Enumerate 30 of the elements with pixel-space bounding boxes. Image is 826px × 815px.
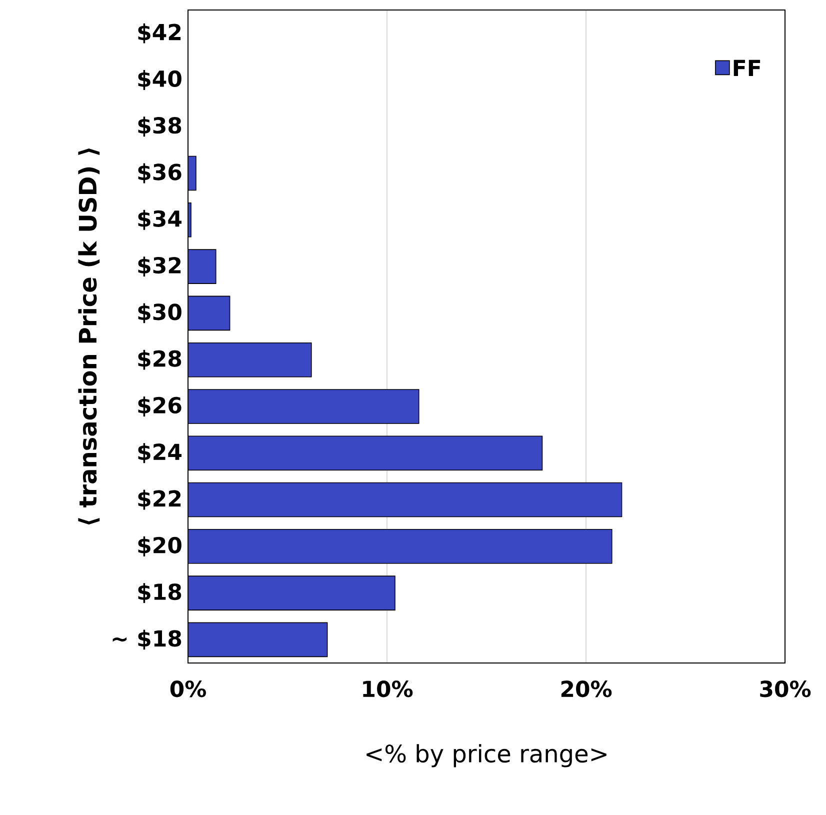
y-tick-label: ~ $18: [112, 630, 182, 650]
y-tick-label: $28: [138, 350, 182, 370]
y-tick-label: $22: [138, 490, 181, 510]
y-tick-label: $38: [138, 116, 182, 137]
y-tick-label: $32: [138, 256, 181, 277]
bar: [188, 249, 216, 284]
y-tick-label: $42: [138, 23, 181, 44]
y-tick-label: $34: [138, 210, 182, 230]
legend-label: FF: [734, 60, 760, 76]
bar: [188, 436, 543, 471]
bar: [188, 576, 396, 610]
x-tick-label: 30%: [760, 680, 811, 698]
bar: [188, 622, 328, 658]
bar: [188, 296, 230, 331]
bar: [188, 389, 420, 424]
bar: [188, 342, 312, 378]
bar: [188, 529, 612, 564]
y-tick-label: $24: [138, 443, 182, 464]
x-tick-label: 0%: [170, 680, 206, 698]
y-tick-label: $20: [138, 536, 182, 556]
y-tick-label: $18: [138, 583, 182, 604]
y-tick-label: $36: [138, 163, 182, 184]
y-axis-title: ⟨ transaction Price (k USD) ⟩: [78, 148, 100, 525]
y-tick-label: $26: [138, 396, 182, 416]
y-tick-label: $40: [138, 70, 182, 90]
x-tick-label: 20%: [561, 680, 612, 698]
x-axis-title: <% by price range>: [366, 744, 606, 768]
bar: [188, 482, 622, 518]
x-tick-label: 10%: [363, 680, 413, 698]
y-tick-label: $30: [138, 303, 182, 324]
